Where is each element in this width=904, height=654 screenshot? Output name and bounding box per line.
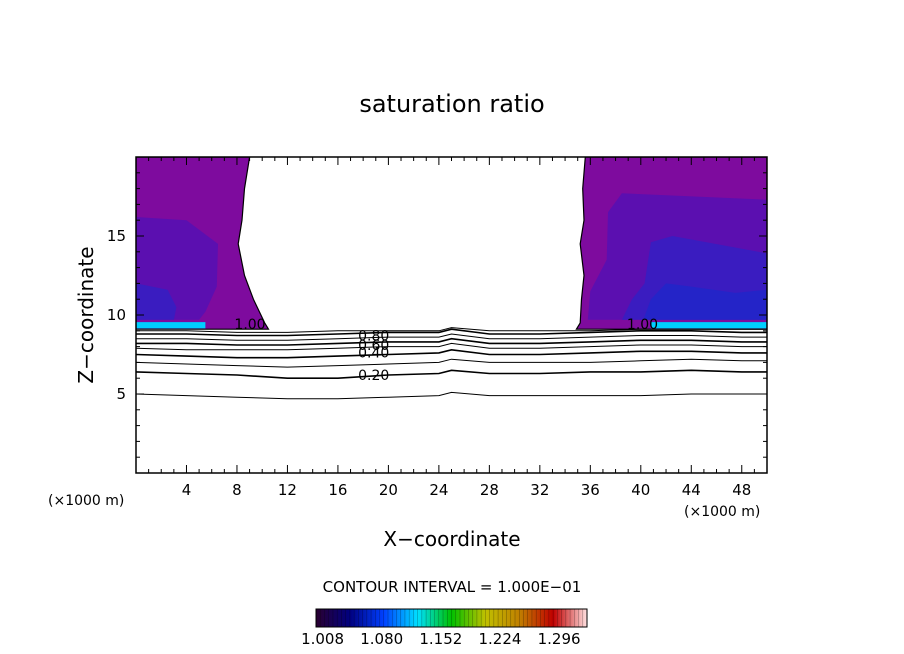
colorbar-label-2: 1.152 xyxy=(419,630,462,648)
contour-interval-label: CONTOUR INTERVAL = 1.000E−01 xyxy=(323,578,582,596)
x-tick-label-40: 40 xyxy=(631,481,650,499)
contour-line-0.7 xyxy=(136,333,767,341)
filled-contours xyxy=(136,157,767,330)
y-tick-label-5: 5 xyxy=(116,385,126,403)
contour-line-0.6 xyxy=(136,337,767,346)
contour-label-0: 1.00 xyxy=(234,317,265,333)
y-axis-ticks: 5 10 15 xyxy=(107,172,767,458)
contour-line-0.1 xyxy=(136,391,767,400)
y-axis-label: Z−coordinate xyxy=(74,246,98,383)
x-tick-label-32: 32 xyxy=(530,481,549,499)
contour-line-0.8 xyxy=(136,328,767,337)
colorbar-label-3: 1.224 xyxy=(478,630,521,648)
x-tick-label-44: 44 xyxy=(682,481,701,499)
x-tick-label-20: 20 xyxy=(379,481,398,499)
contour-label-5: 0.20 xyxy=(358,368,389,384)
contour-line-0.4 xyxy=(136,348,767,359)
x-axis-ticks: 4 8 12 16 20 24 28 32 36 40 44 48 xyxy=(148,157,755,499)
contour-line-0.2 xyxy=(136,369,767,380)
x-unit-label-right: (×1000 m) xyxy=(684,504,760,520)
x-tick-label-24: 24 xyxy=(429,481,448,499)
x-tick-label-36: 36 xyxy=(581,481,600,499)
colorbar-label-1: 1.080 xyxy=(360,630,403,648)
y-tick-label-10: 10 xyxy=(107,306,126,324)
contour-label-2: 0.80 xyxy=(358,328,389,344)
x-tick-label-16: 16 xyxy=(328,481,347,499)
contour-lines xyxy=(136,327,767,400)
contour-labels: 1.00 1.00 0.800.600.40 0.20 xyxy=(234,317,658,384)
x-unit-label-left: (×1000 m) xyxy=(48,493,124,509)
contour-line-0.3 xyxy=(136,358,767,368)
x-axis-label: X−coordinate xyxy=(383,527,520,551)
region-left-base-band xyxy=(136,322,206,329)
colorbar-tick-labels: 1.008 1.080 1.152 1.224 1.296 xyxy=(301,630,580,648)
contour-label-1: 1.00 xyxy=(627,317,658,333)
colorbar-label-0: 1.008 xyxy=(301,630,344,648)
region-left-inner-shade xyxy=(136,283,177,320)
x-tick-label-4: 4 xyxy=(182,481,192,499)
region-right-core-shade xyxy=(643,283,767,320)
x-tick-label-28: 28 xyxy=(480,481,499,499)
contour-label-3: 0.60 xyxy=(358,338,389,354)
colorbar-label-4: 1.296 xyxy=(538,630,581,648)
contour-line-0.9 xyxy=(136,327,767,333)
y-tick-label-15: 15 xyxy=(107,227,126,245)
x-tick-label-8: 8 xyxy=(232,481,242,499)
x-tick-label-48: 48 xyxy=(732,481,751,499)
chart-title: saturation ratio xyxy=(359,90,544,118)
contour-line-0.5 xyxy=(136,342,767,351)
colorbar xyxy=(315,608,588,628)
x-tick-label-12: 12 xyxy=(278,481,297,499)
region-right-base-band xyxy=(650,322,767,329)
contour-label-4: 0.40 xyxy=(358,346,389,362)
